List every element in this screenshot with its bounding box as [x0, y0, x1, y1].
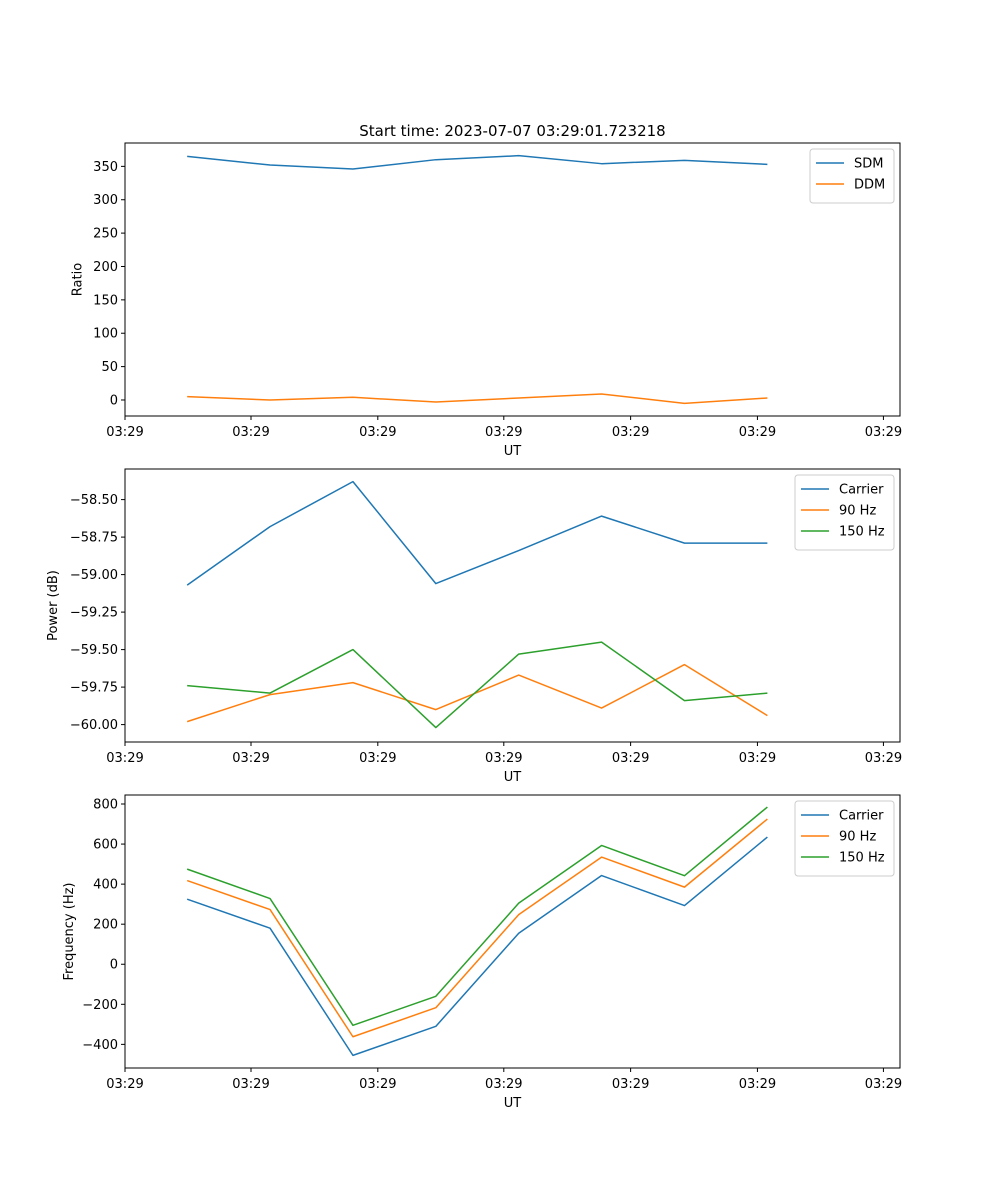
- y-tick-label: −59.25: [70, 606, 118, 621]
- chart-title: Start time: 2023-07-07 03:29:01.723218: [359, 122, 665, 140]
- y-tick-label: −59.50: [70, 643, 118, 658]
- series-line-sdm: [187, 154, 768, 170]
- x-tick-label: 03:29: [106, 425, 143, 440]
- series-line-carrier: [186, 836, 768, 1057]
- y-tick-label: 200: [93, 918, 118, 933]
- x-tick-label: 03:29: [359, 425, 396, 440]
- y-tick-label: 50: [101, 360, 118, 375]
- y-tick-label: 350: [93, 160, 118, 175]
- x-tick-label: 03:29: [232, 425, 269, 440]
- legend: SDM DDM: [809, 148, 895, 204]
- plot-frame: [124, 468, 901, 743]
- series-line-90-hz: [186, 663, 768, 723]
- x-tick-label: 03:29: [739, 751, 776, 766]
- x-tick-label: 03:29: [232, 751, 269, 766]
- x-tick-label: 03:29: [865, 1077, 902, 1092]
- x-axis-label: UT: [504, 444, 522, 459]
- legend-entry: Carrier: [839, 809, 884, 824]
- plot-frame: [124, 794, 901, 1069]
- x-tick-label: 03:29: [612, 1077, 649, 1092]
- legend-entry: 150 Hz: [839, 851, 885, 866]
- y-axis-label: Power (dB): [46, 570, 61, 641]
- legend-entry: DDM: [854, 178, 885, 193]
- y-tick-label: −59.00: [70, 568, 118, 583]
- y-tick-label: −200: [82, 998, 118, 1013]
- y-tick-label: −60.00: [70, 718, 118, 733]
- x-tick-label: 03:29: [106, 1077, 143, 1092]
- legend-entry: 90 Hz: [839, 830, 876, 845]
- legend-entry: SDM: [854, 157, 883, 172]
- y-tick-label: −59.75: [70, 681, 118, 696]
- chart-panel-2: 03:29 03:29 03:29 03:29 03:29 03:29 03:29 −60.0…: [46, 468, 902, 785]
- x-tick-label: 03:29: [232, 1077, 269, 1092]
- y-tick-label: 0: [110, 958, 118, 973]
- series-line-150-hz: [186, 806, 768, 1027]
- legend: Carrier 90 Hz 150 Hz: [794, 800, 895, 877]
- x-tick-label: 03:29: [612, 425, 649, 440]
- y-tick-label: 600: [93, 838, 118, 853]
- plot-frame: [124, 142, 901, 417]
- legend-entry: 150 Hz: [839, 525, 885, 540]
- x-tick-label: 03:29: [865, 425, 902, 440]
- x-tick-label: 03:29: [485, 751, 522, 766]
- legend: Carrier 90 Hz 150 Hz: [794, 474, 895, 551]
- x-tick-label: 03:29: [612, 751, 649, 766]
- legend-entry: Carrier: [839, 483, 884, 498]
- x-tick-label: 03:29: [106, 751, 143, 766]
- legend-entry: 90 Hz: [839, 504, 876, 519]
- y-tick-label: 0: [110, 393, 118, 408]
- chart-panel-1: 03:29 03:29 03:29 03:29 03:29 03:29 03:29 0 50 10…: [70, 142, 902, 459]
- series-line-carrier: [186, 480, 768, 586]
- x-tick-label: 03:29: [359, 1077, 396, 1092]
- series-line-90-hz: [186, 818, 768, 1038]
- y-tick-label: 150: [93, 293, 118, 308]
- y-tick-label: 400: [93, 878, 118, 893]
- series-line-150-hz: [187, 641, 768, 729]
- x-tick-label: 03:29: [485, 1077, 522, 1092]
- y-tick-label: 800: [93, 798, 118, 813]
- y-tick-label: 100: [93, 327, 118, 342]
- y-axis-label: Frequency (Hz): [62, 882, 77, 980]
- y-tick-label: −400: [82, 1038, 118, 1053]
- series-line-ddm: [187, 393, 768, 405]
- y-tick-label: −58.75: [70, 531, 118, 546]
- x-tick-label: 03:29: [739, 425, 776, 440]
- y-tick-label: 300: [93, 193, 118, 208]
- x-tick-label: 03:29: [865, 751, 902, 766]
- x-tick-label: 03:29: [739, 1077, 776, 1092]
- y-axis-label: Ratio: [70, 263, 85, 296]
- y-tick-label: 250: [93, 227, 118, 242]
- x-axis-label: UT: [504, 1096, 522, 1111]
- chart-panel-3: 03:29 03:29 03:29 03:29 03:29 03:29 03:29 −400 −…: [62, 794, 902, 1111]
- y-tick-label: 200: [93, 260, 118, 275]
- x-tick-label: 03:29: [359, 751, 396, 766]
- x-axis-label: UT: [504, 770, 522, 785]
- y-tick-label: −58.50: [70, 493, 118, 508]
- x-tick-label: 03:29: [485, 425, 522, 440]
